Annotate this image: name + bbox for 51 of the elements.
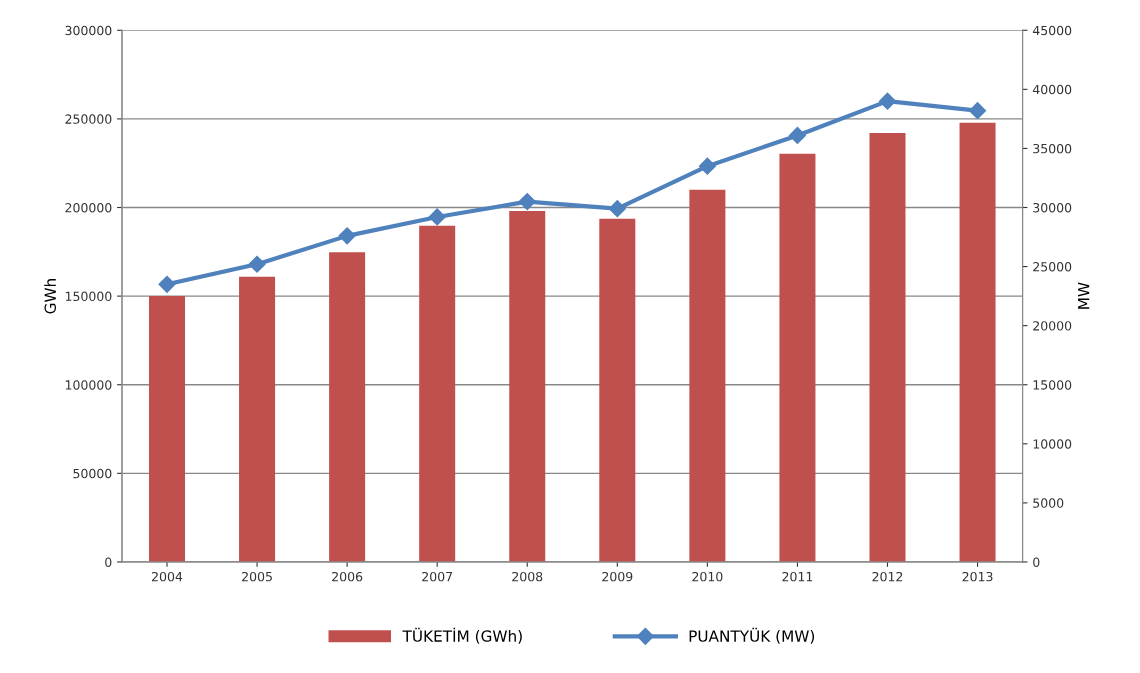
point [248, 255, 266, 273]
x-tick-label: 2009 [602, 571, 633, 582]
bar [599, 218, 636, 562]
point [878, 92, 897, 110]
y-tick-label: 0 [105, 557, 112, 567]
bar [419, 225, 456, 562]
y-tick-label: 50000 [73, 468, 112, 479]
bar [239, 276, 276, 562]
point [698, 157, 716, 175]
legend-label: TÜKETİM (GWh) [402, 627, 522, 644]
bar [959, 122, 996, 562]
y2-tick-label: 40000 [1032, 84, 1072, 95]
x-tick-label: 2005 [242, 571, 272, 582]
point [788, 126, 806, 144]
bar [149, 296, 186, 562]
legend-label: PUANTYÜK (MW) [689, 627, 815, 644]
x-tick-label: 2006 [332, 571, 363, 582]
bar [509, 210, 546, 562]
x-tick-label: 2012 [872, 571, 903, 582]
x-tick-label: 2013 [962, 571, 993, 582]
bar [689, 189, 726, 562]
y2-axis-title: MW [1078, 282, 1090, 309]
y2-tick-label: 10000 [1033, 439, 1072, 449]
y2-tick-label: 45000 [1032, 25, 1072, 36]
y-axis-title: GWh [44, 279, 57, 314]
point [428, 208, 446, 226]
y-tick-label: 200000 [65, 202, 112, 213]
bar [329, 252, 366, 562]
point [518, 193, 536, 211]
y-tick-label: 250000 [65, 114, 112, 124]
y2-tick-label: 20000 [1033, 321, 1072, 331]
y-tick-label: 150000 [65, 291, 112, 302]
x-tick-label: 2008 [512, 571, 543, 582]
bar [779, 153, 816, 562]
x-tick-label: 2007 [422, 571, 453, 582]
y2-tick-label: 25000 [1033, 262, 1072, 272]
x-tick-label: 2004 [152, 571, 183, 582]
y2-tick-label: 30000 [1033, 202, 1072, 213]
y-tick-label: 300000 [65, 25, 112, 36]
bar [869, 133, 906, 562]
x-tick-label: 2010 [692, 571, 723, 582]
point [968, 102, 987, 120]
y2-tick-label: 35000 [1033, 143, 1072, 154]
y-tick-label: 100000 [65, 380, 112, 390]
x-tick-label: 2011 [782, 571, 813, 582]
y2-tick-label: 5000 [1033, 498, 1064, 508]
point [158, 275, 176, 293]
y2-tick-label: 15000 [1033, 380, 1072, 390]
point [608, 200, 626, 218]
point [338, 227, 356, 245]
y2-tick-label: 0 [1033, 557, 1040, 567]
